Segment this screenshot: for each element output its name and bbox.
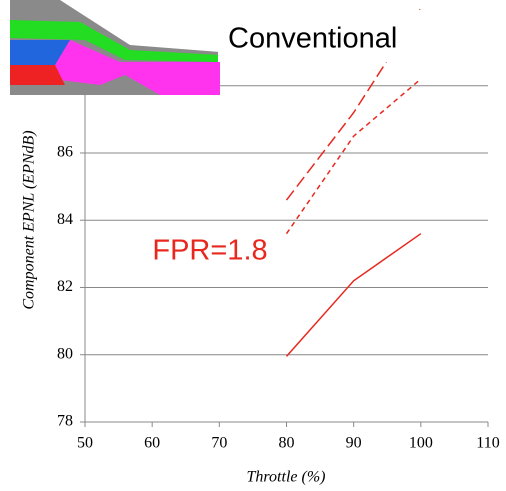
y-tick-label: 80 — [57, 345, 73, 362]
thumbnail — [10, 0, 220, 95]
x-tick-label: 90 — [346, 435, 362, 452]
x-tick-label: 80 — [279, 435, 295, 452]
annotation: Conventional — [228, 23, 397, 55]
x-tick-label: 70 — [211, 435, 227, 452]
x-axis-label: Throttle (%) — [247, 469, 326, 486]
y-tick-label: 78 — [57, 413, 73, 430]
y-tick-label: 84 — [57, 211, 73, 228]
annotation: FPR=1.8 — [152, 235, 267, 267]
y-tick-label: 82 — [57, 278, 73, 295]
line-series — [285, 78, 422, 235]
x-tick-label: 50 — [77, 435, 93, 452]
x-tick-label: 110 — [476, 435, 499, 452]
y-axis-label: Component EPNL (EPNdB) — [21, 130, 38, 309]
x-tick-label: 60 — [144, 435, 160, 452]
y-tick-label: 86 — [57, 144, 73, 161]
line-series — [285, 233, 422, 357]
x-tick-label: 100 — [409, 435, 433, 452]
label-box — [218, 10, 490, 62]
